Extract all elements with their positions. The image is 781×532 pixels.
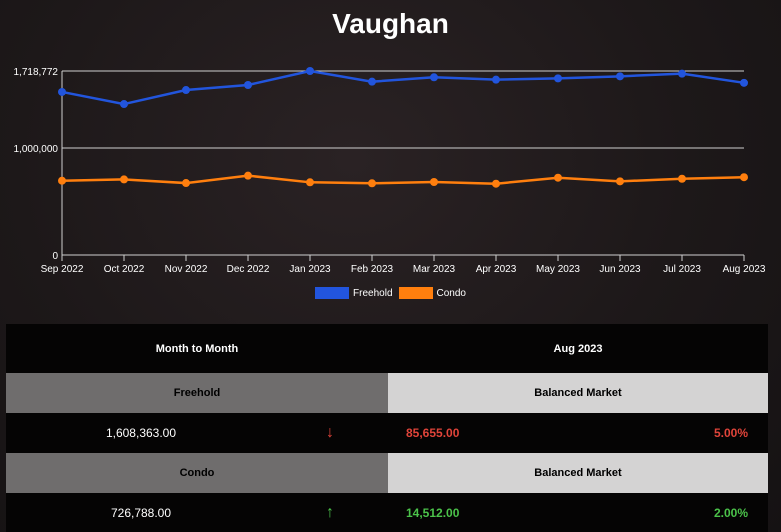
change-value: 85,655.00 <box>406 426 460 440</box>
arrow-up-icon: ↑ <box>326 503 334 521</box>
y-tick-label: 1,000,000 <box>14 144 59 155</box>
legend-label: Freehold <box>353 287 393 299</box>
data-point-condo <box>678 174 686 183</box>
legend-swatch <box>315 287 350 299</box>
data-point-condo <box>244 171 252 180</box>
x-tick-label: Jan 2023 <box>289 264 331 275</box>
freehold-label-row: Freehold Balanced Market <box>6 373 768 413</box>
x-tick-label: Feb 2023 <box>351 264 394 275</box>
market-status: Balanced Market <box>388 453 768 493</box>
type-label: Condo <box>6 453 388 493</box>
data-point-condo <box>616 177 624 186</box>
data-point-condo <box>740 173 748 182</box>
type-label: Freehold <box>6 373 388 413</box>
series-line-freehold <box>61 69 745 106</box>
change-value: 14,512.00 <box>406 505 460 520</box>
data-point-condo <box>58 176 66 185</box>
y-tick-label: 0 <box>52 251 58 262</box>
x-tick-label: Apr 2023 <box>476 264 517 275</box>
data-point-condo <box>368 179 376 188</box>
data-point-freehold <box>616 72 624 81</box>
data-point-freehold <box>430 73 438 82</box>
freehold-value-row: 1,608,363.00 ↓ 85,655.00 5.00% <box>6 413 768 453</box>
legend-label: Condo <box>436 287 466 299</box>
data-point-condo <box>306 178 314 187</box>
legend-swatch <box>398 287 433 299</box>
data-point-freehold <box>492 75 500 84</box>
table-header: Month to Month Aug 2023 <box>6 324 768 373</box>
data-point-condo <box>182 179 190 188</box>
legend-item-condo[interactable]: Condo <box>398 287 466 299</box>
condo-label-row: Condo Balanced Market <box>6 453 768 493</box>
price-value: 1,608,363.00 <box>105 426 177 440</box>
header-date: Aug 2023 <box>553 342 603 355</box>
header-month-to-month: Month to Month <box>155 342 239 355</box>
x-tick-label: May 2023 <box>536 264 580 275</box>
data-point-freehold <box>740 78 748 87</box>
arrow-down-icon: ↓ <box>326 424 334 441</box>
market-status: Balanced Market <box>388 373 768 413</box>
data-point-condo <box>430 177 438 186</box>
data-point-freehold <box>554 74 562 83</box>
condo-value-row: 726,788.00 ↑ 14,512.00 2.00% <box>6 493 768 532</box>
x-tick-label: Dec 2022 <box>227 264 270 275</box>
x-tick-label: Aug 2023 <box>723 264 766 275</box>
x-tick-label: Nov 2022 <box>165 264 208 275</box>
data-point-freehold <box>368 77 376 86</box>
data-point-freehold <box>182 86 190 95</box>
data-point-condo <box>492 179 500 188</box>
x-tick-label: Oct 2022 <box>104 264 145 275</box>
x-tick-label: Mar 2023 <box>413 264 456 275</box>
data-point-freehold <box>120 100 128 109</box>
data-point-freehold <box>58 87 66 96</box>
change-percent: 2.00% <box>713 505 748 520</box>
summary-table: Month to Month Aug 2023 Freehold Balance… <box>6 324 768 532</box>
x-tick-label: Jun 2023 <box>599 264 641 275</box>
chart-title: Vaughan <box>332 8 449 39</box>
data-point-freehold <box>244 80 252 89</box>
data-point-freehold <box>306 67 314 75</box>
x-tick-label: Sep 2022 <box>41 264 84 275</box>
data-point-condo <box>554 173 562 182</box>
line-chart: 0 1,000,000 1,718,772 Sep 2022 Oct 2022 Nov 2… <box>14 67 766 275</box>
data-point-condo <box>120 175 128 184</box>
y-tick-label: 1,718,772 <box>14 67 59 78</box>
x-tick-label: Jul 2023 <box>663 264 701 275</box>
change-percent: 5.00% <box>713 426 748 440</box>
legend: Freehold Condo <box>0 287 781 299</box>
price-value: 726,788.00 <box>110 505 172 520</box>
data-point-freehold <box>678 69 686 78</box>
legend-item-freehold[interactable]: Freehold <box>315 287 393 299</box>
series-line-condo <box>61 174 745 185</box>
